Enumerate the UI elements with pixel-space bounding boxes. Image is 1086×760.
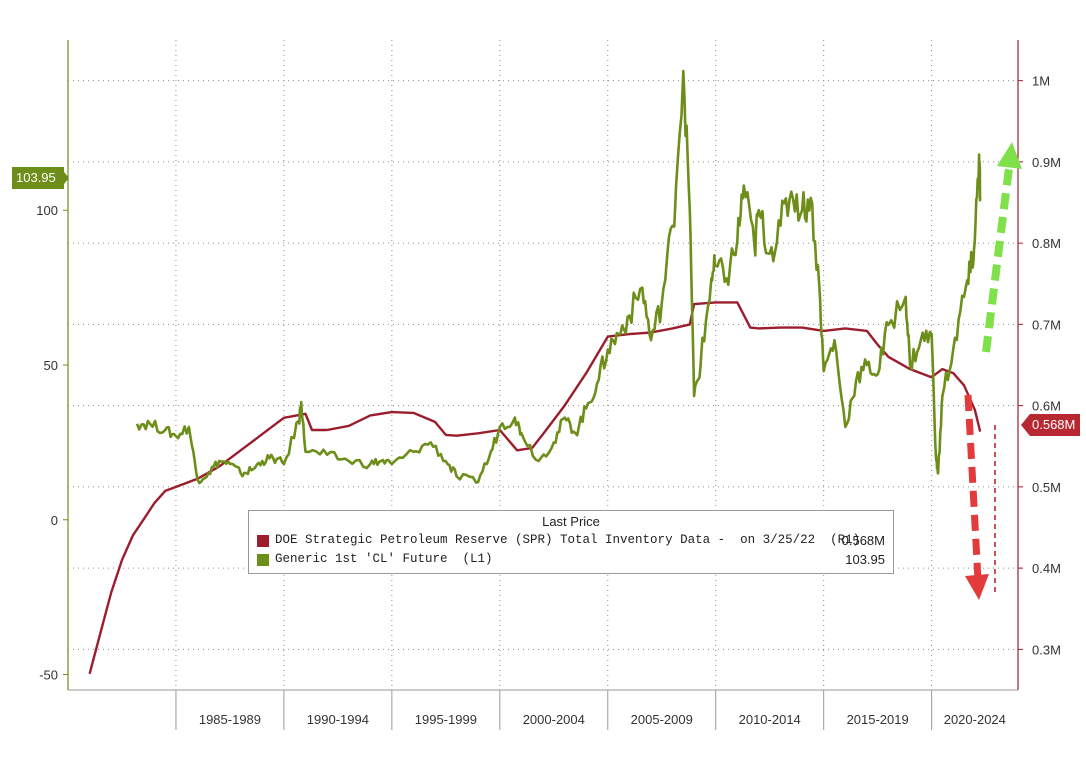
x-tick-label: 2015-2019 bbox=[847, 712, 909, 727]
right-tick-label: 0.9M bbox=[1032, 155, 1061, 170]
x-tick-label: 2005-2009 bbox=[631, 712, 693, 727]
right-tick-label: 0.4M bbox=[1032, 561, 1061, 576]
legend-label-spr: DOE Strategic Petroleum Reserve (SPR) To… bbox=[275, 533, 861, 547]
left-tag-pointer bbox=[60, 167, 69, 189]
up-arrow-shaft bbox=[982, 159, 1014, 353]
right-axis-ticks: 0.3M 0.4M 0.5M 0.6M 0.7M 0.8M 0.9M 1M bbox=[1018, 74, 1061, 657]
grid-lines bbox=[68, 40, 1018, 690]
right-tag-pointer bbox=[1021, 414, 1030, 436]
legend-swatch-spr bbox=[257, 535, 269, 547]
right-tick-label: 0.6M bbox=[1032, 399, 1061, 414]
legend: Last Price DOE Strategic Petroleum Reser… bbox=[248, 510, 894, 574]
right-tick-label: 0.7M bbox=[1032, 317, 1061, 332]
axes bbox=[67, 40, 1019, 730]
right-last-value-tag: 0.568M bbox=[1030, 414, 1080, 436]
right-tick-label: 0.8M bbox=[1032, 236, 1061, 251]
x-tick-label: 2000-2004 bbox=[523, 712, 585, 727]
left-tick-label: 50 bbox=[44, 358, 58, 373]
right-tick-label: 0.3M bbox=[1032, 642, 1061, 657]
left-axis-ticks: -50 0 50 100 bbox=[36, 203, 68, 683]
left-tick-label: 0 bbox=[51, 513, 58, 528]
down-arrow-head bbox=[965, 574, 989, 600]
down-arrow-shaft bbox=[964, 394, 982, 581]
legend-swatch-cl bbox=[257, 554, 269, 566]
legend-title: Last Price bbox=[542, 514, 600, 529]
left-tick-label: 100 bbox=[36, 203, 58, 218]
legend-entry-cl: Generic 1st 'CL' Future (L1) 103.95 bbox=[257, 551, 885, 569]
series-line-spr-inventory bbox=[88, 301, 982, 675]
series-layer bbox=[88, 69, 982, 675]
annotation-arrows bbox=[964, 142, 1022, 600]
x-tick-label: 2020-2024 bbox=[944, 712, 1006, 727]
legend-entry-spr: DOE Strategic Petroleum Reserve (SPR) To… bbox=[257, 532, 885, 550]
legend-value-spr: 0.568M bbox=[841, 533, 885, 548]
x-tick-label: 1990-1994 bbox=[307, 712, 369, 727]
right-tick-label: 1M bbox=[1032, 74, 1050, 89]
x-tick-label: 1995-1999 bbox=[415, 712, 477, 727]
up-arrow-head bbox=[997, 142, 1022, 169]
legend-label-cl: Generic 1st 'CL' Future (L1) bbox=[275, 552, 493, 566]
x-tick-label: 1985-1989 bbox=[199, 712, 261, 727]
x-axis-ticks: 1985-1989 1990-1994 1995-1999 2000-2004 2005… bbox=[199, 712, 1006, 727]
x-tick-label: 2010-2014 bbox=[739, 712, 801, 727]
series-line-cl-future bbox=[135, 69, 982, 485]
left-tick-label: -50 bbox=[39, 668, 58, 683]
right-tick-label: 0.5M bbox=[1032, 480, 1061, 495]
legend-value-cl: 103.95 bbox=[845, 552, 885, 567]
left-last-value-tag: 103.95 bbox=[12, 167, 64, 189]
